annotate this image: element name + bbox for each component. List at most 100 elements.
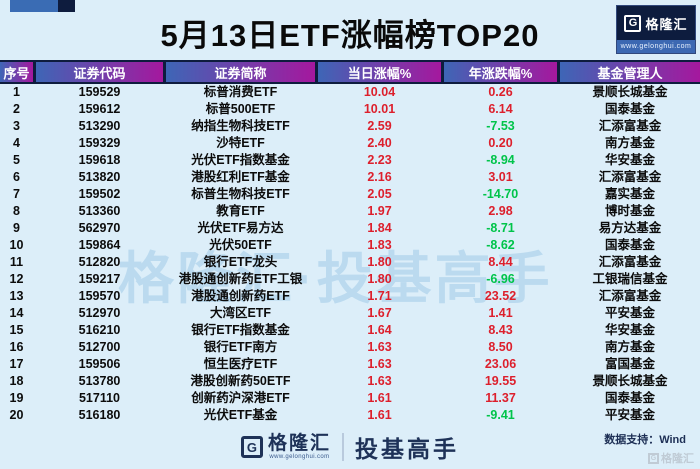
security-code: 159506 [78, 357, 121, 371]
security-name: 港股通创新药ETF工银 [178, 272, 303, 286]
top-left-navy-bar [58, 0, 75, 12]
gelonghui-logo-url: www.gelonghui.com [617, 40, 695, 53]
daily-change: 2.23 [367, 153, 392, 167]
security-code: 516180 [78, 408, 121, 422]
security-code: 562970 [78, 221, 121, 235]
fund-manager: 平安基金 [604, 408, 655, 422]
table-row: 7 159502 标普生物科技ETF 2.05 -14.70 嘉实基金 [0, 186, 700, 203]
rank: 2 [13, 102, 20, 116]
footer-divider [342, 433, 344, 461]
yearly-change: 19.55 [484, 374, 517, 388]
security-code: 159864 [78, 238, 121, 252]
yearly-change: -8.94 [486, 153, 515, 167]
yearly-change: -6.96 [486, 272, 515, 286]
daily-change: 1.63 [367, 357, 392, 371]
rank: 4 [13, 136, 20, 150]
rank: 14 [9, 306, 24, 320]
yearly-change: -14.70 [482, 187, 519, 201]
header-security-name: 证券简称 [166, 62, 315, 82]
table-row: 12 159217 港股通创新药ETF工银 1.80 -6.96 工银瑞信基金 [0, 271, 700, 288]
table-row: 2 159612 标普500ETF 10.01 6.14 国泰基金 [0, 101, 700, 118]
table-row: 4 159329 沙特ETF 2.40 0.20 南方基金 [0, 135, 700, 152]
fund-manager: 嘉实基金 [604, 187, 655, 201]
rank: 12 [9, 272, 24, 286]
gelonghui-g-icon: G [624, 14, 642, 32]
footer-logo: G 格隆汇 www.gelonghui.com [240, 434, 331, 460]
rank: 13 [9, 289, 24, 303]
fund-manager: 易方达基金 [598, 221, 662, 235]
security-name: 教育ETF [216, 204, 265, 218]
fund-manager: 博时基金 [604, 204, 655, 218]
security-name: 标普500ETF [205, 102, 276, 116]
daily-change: 1.80 [367, 272, 392, 286]
rank: 9 [13, 221, 20, 235]
security-name: 标普消费ETF [203, 85, 278, 99]
daily-change: 1.61 [367, 408, 392, 422]
security-name: 大湾区ETF [209, 306, 272, 320]
security-name: 光伏50ETF [209, 238, 272, 252]
security-code: 159529 [78, 85, 121, 99]
daily-change: 1.63 [367, 340, 392, 354]
rank: 8 [13, 204, 20, 218]
daily-change: 1.67 [367, 306, 392, 320]
security-name: 标普生物科技ETF [191, 187, 290, 201]
security-code: 517110 [78, 391, 121, 405]
table-row: 18 513780 港股创新药50ETF 1.63 19.55 景顺长城基金 [0, 373, 700, 390]
header-rank: 序号 [0, 62, 33, 82]
yearly-change: -9.41 [486, 408, 515, 422]
corner-watermark-g-icon: G [648, 452, 659, 464]
daily-change: 10.01 [363, 102, 396, 116]
table-row: 5 159618 光伏ETF指数基金 2.23 -8.94 华安基金 [0, 152, 700, 169]
fund-manager: 汇添富基金 [598, 289, 662, 303]
header-security-code: 证券代码 [36, 62, 163, 82]
daily-change: 1.61 [367, 391, 392, 405]
yearly-change: 0.20 [488, 136, 513, 150]
rank: 15 [9, 323, 24, 337]
yearly-change: 8.44 [488, 255, 513, 269]
fund-manager: 景顺长城基金 [592, 374, 668, 388]
daily-change: 1.80 [367, 255, 392, 269]
rank: 11 [9, 255, 24, 269]
fund-manager: 汇添富基金 [598, 119, 662, 133]
rank: 3 [13, 119, 20, 133]
yearly-change: 6.14 [488, 102, 513, 116]
daily-change: 10.04 [363, 85, 396, 99]
daily-change: 2.05 [367, 187, 392, 201]
fund-manager: 汇添富基金 [598, 255, 662, 269]
daily-change: 1.97 [367, 204, 392, 218]
rank: 7 [13, 187, 20, 201]
fund-manager: 南方基金 [604, 340, 655, 354]
table-row: 6 513820 港股红利ETF基金 2.16 3.01 汇添富基金 [0, 169, 700, 186]
rank: 18 [9, 374, 24, 388]
security-code: 512970 [78, 306, 121, 320]
security-name: 光伏ETF易方达 [197, 221, 284, 235]
security-code: 159329 [78, 136, 121, 150]
security-name: 银行ETF南方 [203, 340, 278, 354]
table-row: 8 513360 教育ETF 1.97 2.98 博时基金 [0, 203, 700, 220]
security-name: 港股创新药50ETF [190, 374, 291, 388]
security-code: 159618 [78, 153, 121, 167]
table-header: 序号 证券代码 证券简称 当日涨幅% 年涨跌幅% 基金管理人 [0, 60, 700, 84]
rank: 6 [13, 170, 20, 184]
header-fund-manager: 基金管理人 [560, 62, 700, 82]
corner-watermark-text: 格隆汇 [661, 453, 694, 465]
table-row: 3 513290 纳指生物科技ETF 2.59 -7.53 汇添富基金 [0, 118, 700, 135]
page-title: 5月13日ETF涨幅榜TOP20 [160, 18, 540, 53]
top-left-blue-bar [10, 0, 58, 12]
security-code: 159502 [78, 187, 121, 201]
table-row: 19 517110 创新药沪深港ETF 1.61 11.37 国泰基金 [0, 390, 700, 407]
corner-watermark: G 格隆汇 [648, 450, 694, 466]
header-daily-change: 当日涨幅% [318, 62, 441, 82]
security-name: 港股通创新药ETF [191, 289, 290, 303]
daily-change: 1.71 [367, 289, 392, 303]
footer-g-icon: G [240, 436, 263, 458]
yearly-change: 11.37 [485, 391, 516, 405]
footer-logo-url: www.gelonghui.com [269, 454, 330, 460]
security-name: 纳指生物科技ETF [191, 119, 290, 133]
rank: 20 [9, 408, 24, 422]
security-code: 513360 [78, 204, 121, 218]
fund-manager: 平安基金 [604, 306, 655, 320]
yearly-change: -8.71 [486, 221, 515, 235]
security-code: 516210 [78, 323, 121, 337]
